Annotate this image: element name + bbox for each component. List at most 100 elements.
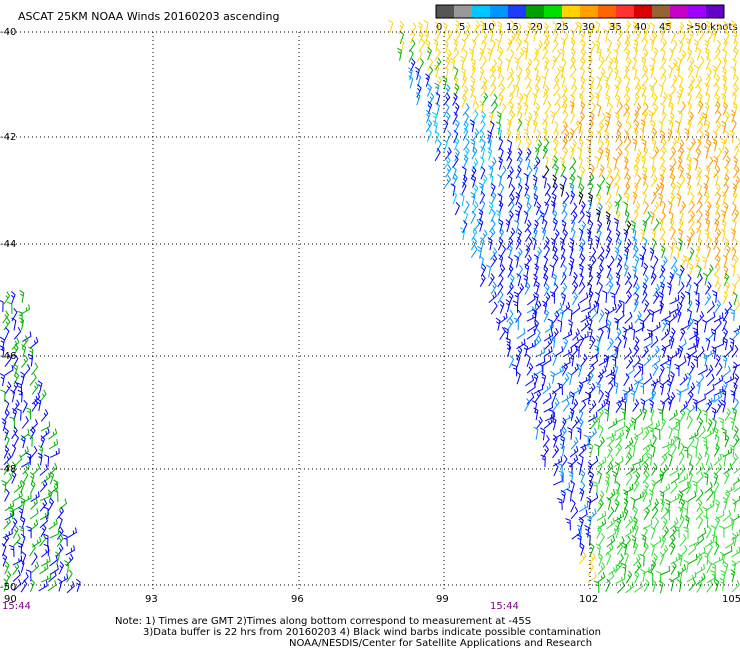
wind-barb: [488, 273, 495, 287]
wind-barb: [704, 190, 710, 205]
wind-barb: [632, 66, 638, 80]
wind-barb: [0, 300, 4, 312]
wind-barb: [434, 130, 440, 144]
wind-barb: [444, 111, 451, 125]
wind-barb: [571, 292, 579, 306]
wind-barb: [693, 157, 699, 171]
wind-barb: [488, 165, 494, 179]
wind-barb: [579, 487, 585, 502]
note-line-1: Note: 1) Times are GMT 2)Times along bot…: [115, 616, 532, 627]
wind-barb: [525, 375, 535, 387]
wind-barb: [11, 444, 17, 458]
wind-barb: [675, 389, 682, 402]
wind-barb: [12, 525, 19, 539]
wind-barb: [408, 39, 416, 53]
wind-barb: [545, 411, 555, 422]
wind-barb: [662, 439, 673, 449]
wind-barb: [625, 220, 632, 234]
wind-barb: [631, 417, 637, 430]
wind-barb: [641, 290, 648, 304]
wind-barb: [598, 174, 606, 188]
wind-barb: [607, 418, 618, 430]
wind-barb: [553, 93, 561, 106]
wind-barb: [670, 443, 677, 457]
wind-barb: [551, 282, 559, 296]
wind-barb: [692, 319, 699, 332]
wind-barb: [516, 102, 522, 116]
wind-barb: [713, 391, 723, 403]
wind-barb: [11, 426, 18, 440]
wind-barb: [668, 453, 673, 467]
wind-barb: [706, 301, 715, 314]
wind-barb: [452, 92, 458, 106]
wind-barb: [516, 345, 523, 360]
legend-swatch: [634, 5, 653, 18]
wind-barb: [659, 29, 665, 43]
wind-barb: [601, 290, 608, 303]
wind-barb: [607, 381, 614, 395]
wind-barb: [641, 74, 649, 88]
wind-barb: [543, 255, 549, 269]
wind-barb: [434, 48, 441, 61]
wind-barb: [694, 291, 700, 304]
wind-barb: [12, 562, 20, 575]
wind-barb: [560, 20, 566, 34]
wind-barb: [516, 66, 523, 80]
wind-barb: [696, 112, 705, 126]
wind-barb: [712, 138, 718, 152]
wind-barb: [31, 552, 38, 566]
wind-barb: [571, 76, 577, 90]
wind-barb: [597, 365, 607, 378]
wind-barb: [570, 202, 578, 216]
wind-barb: [525, 76, 532, 90]
wind-barb: [578, 331, 589, 341]
wind-barb: [615, 429, 625, 441]
wind-barb: [461, 181, 467, 196]
wind-barb: [535, 209, 543, 223]
wind-barb: [637, 362, 644, 375]
wind-barb: [650, 174, 658, 188]
wind-barb: [632, 344, 640, 358]
wind-barb: [4, 510, 15, 521]
wind-barb: [570, 94, 575, 108]
wind-barb: [561, 209, 568, 224]
wind-barb: [660, 328, 670, 341]
wind-barb: [552, 475, 563, 486]
wind-barb: [551, 147, 558, 161]
wind-barb: [705, 92, 711, 106]
wind-barb: [506, 128, 512, 142]
wind-barb: [480, 199, 486, 213]
wind-barb: [721, 453, 727, 467]
wind-barb: [454, 102, 460, 116]
wind-barb: [642, 427, 650, 441]
wind-barb: [29, 472, 35, 486]
wind-barb: [676, 91, 682, 105]
wind-barb: [553, 434, 558, 448]
wind-barb: [523, 128, 529, 142]
wind-barb: [670, 571, 680, 583]
wind-barb: [686, 372, 692, 386]
wind-barb: [722, 38, 728, 52]
wind-barb: [705, 119, 711, 133]
wind-barb: [426, 83, 432, 97]
wind-barb: [583, 434, 589, 447]
wind-barb: [703, 472, 709, 486]
lat-label-42: -42: [0, 132, 16, 143]
wind-barb: [651, 479, 656, 493]
wind-barb: [459, 193, 465, 207]
wind-barb: [426, 109, 431, 124]
wind-barb: [639, 553, 645, 567]
wind-barb: [704, 292, 712, 306]
wind-barb: [651, 238, 657, 252]
wind-barb: [607, 506, 615, 520]
wind-barb: [702, 353, 708, 367]
wind-barb: [705, 218, 711, 232]
wind-barb: [695, 85, 702, 99]
wind-barb: [499, 165, 507, 179]
wind-barb: [732, 74, 739, 88]
wind-barb: [452, 48, 460, 61]
wind-barb: [454, 30, 461, 43]
wind-barb: [630, 496, 636, 510]
wind-barb: [733, 274, 740, 287]
wind-barb: [706, 20, 712, 34]
